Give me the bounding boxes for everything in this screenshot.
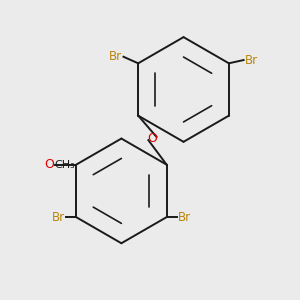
Text: Br: Br xyxy=(109,50,122,63)
Text: O: O xyxy=(44,158,54,171)
Text: CH₃: CH₃ xyxy=(54,160,75,170)
Text: Br: Br xyxy=(178,211,191,224)
Text: Br: Br xyxy=(52,211,65,224)
Text: Br: Br xyxy=(245,53,258,67)
Text: O: O xyxy=(148,132,158,145)
